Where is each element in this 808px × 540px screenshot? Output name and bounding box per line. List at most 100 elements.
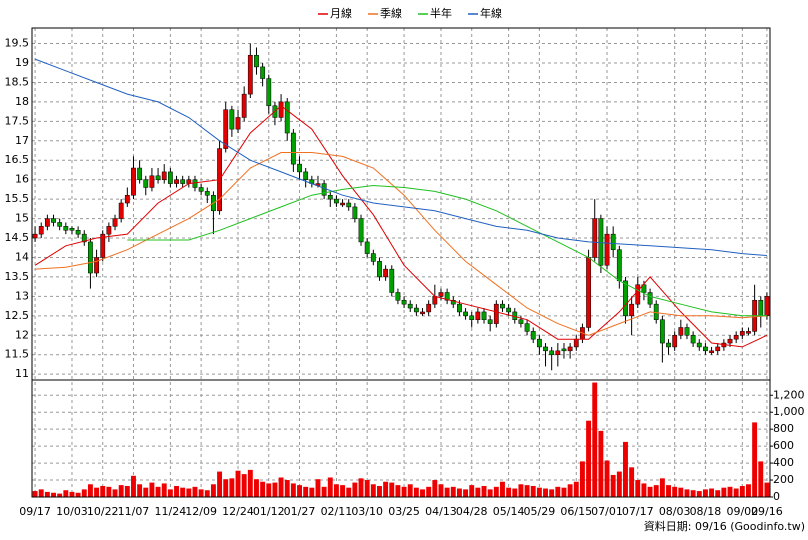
candle-body <box>229 109 235 130</box>
candle-body <box>487 319 493 324</box>
candle-body <box>659 319 665 344</box>
candle-body <box>450 300 456 305</box>
volume-bar <box>481 485 487 497</box>
candle-body <box>241 93 247 118</box>
candle-body <box>155 175 161 180</box>
x-tick-label: 04/13 <box>425 505 457 518</box>
candle-body <box>389 268 395 293</box>
y-tick-label: 15.5 <box>5 192 30 205</box>
candle-body <box>383 268 389 278</box>
candle-body <box>524 323 530 332</box>
volume-bar <box>616 471 622 497</box>
candle-body <box>81 233 87 243</box>
volume-bar <box>260 481 266 497</box>
volume-bar <box>340 485 346 497</box>
volume-bar <box>278 477 284 497</box>
candle-body <box>327 194 333 200</box>
candle-body <box>352 206 358 219</box>
volume-bar <box>567 484 573 497</box>
volume-bar <box>475 487 481 497</box>
volume-bar <box>721 487 727 497</box>
candle-body <box>610 233 616 250</box>
candle-body <box>51 218 56 223</box>
volume-bar <box>549 489 555 497</box>
volume-bar <box>180 487 186 497</box>
volume-bar <box>358 478 364 497</box>
candle-body <box>481 311 487 320</box>
x-tick-label: 07/01 <box>591 505 623 518</box>
volume-bar <box>561 487 567 497</box>
volume-bar <box>290 483 296 497</box>
candle-body <box>370 253 376 262</box>
legend-label: 年線 <box>480 6 502 20</box>
candle-body <box>223 109 229 149</box>
candle-body <box>426 303 432 313</box>
y-tick-label: 17 <box>15 134 29 147</box>
x-tick-label: 09/02 <box>726 505 758 518</box>
candle-body <box>727 338 733 344</box>
candle-body <box>746 331 751 334</box>
candle-body <box>500 303 505 309</box>
volume-bar <box>653 485 659 497</box>
volume-bar <box>272 482 278 497</box>
volume-bar <box>506 487 512 497</box>
candle-body <box>106 226 112 235</box>
candle-body <box>180 179 186 184</box>
volume-bar <box>247 469 253 497</box>
volume-bar <box>69 491 75 497</box>
candle-body <box>561 348 567 352</box>
volume-bar <box>198 489 204 497</box>
volume-tick-label: 200 <box>773 473 794 486</box>
volume-bar <box>63 490 69 497</box>
x-tick-label: 12/09 <box>185 505 217 518</box>
y-tick-label: 12.5 <box>5 309 30 322</box>
volume-bar <box>536 487 542 497</box>
volume-bar <box>444 487 450 497</box>
candle-body <box>690 335 696 344</box>
x-tick-label: 06/15 <box>560 505 592 518</box>
candle-body <box>764 296 770 317</box>
candle-body <box>44 218 50 227</box>
legend-label: 季線 <box>380 6 402 20</box>
volume-bar <box>124 485 130 497</box>
candle-body <box>543 346 548 352</box>
volume-bar <box>432 480 438 497</box>
candle-body <box>475 311 481 320</box>
volume-bar <box>456 488 462 497</box>
candle-body <box>518 319 524 324</box>
candle-body <box>623 280 628 317</box>
volume-bar <box>149 482 155 497</box>
candle-body <box>137 167 143 180</box>
x-tick-label: 08/18 <box>690 505 722 518</box>
footnote: 資料日期: 09/16 (Goodinfo.tw) <box>644 519 805 533</box>
volume-bar <box>764 482 770 497</box>
candle-body <box>260 66 266 79</box>
y-tick-label: 14 <box>15 250 29 263</box>
volume-bar <box>438 484 444 497</box>
volume-bar <box>733 488 739 497</box>
candle-body <box>290 132 296 165</box>
candle-body <box>438 292 444 297</box>
candle-body <box>204 191 210 196</box>
volume-bar <box>641 483 647 497</box>
volume-bar <box>321 486 327 497</box>
candle-body <box>346 202 352 208</box>
volume-bar <box>487 489 493 497</box>
candle-body <box>100 233 106 258</box>
candle-body <box>112 218 118 227</box>
candle-body <box>413 307 419 313</box>
candle-body <box>57 222 63 227</box>
volume-bar <box>241 474 247 497</box>
candle-body <box>586 257 591 328</box>
volume-bar <box>266 483 272 497</box>
volume-bar <box>604 460 610 497</box>
y-tick-label: 16 <box>15 173 29 186</box>
candle-body <box>161 171 167 180</box>
candle-body <box>567 346 573 352</box>
volume-bar <box>364 480 370 497</box>
candle-body <box>63 226 69 231</box>
candle-body <box>647 292 653 305</box>
volume-bar <box>174 485 179 497</box>
volume-tick-label: 800 <box>773 422 794 435</box>
